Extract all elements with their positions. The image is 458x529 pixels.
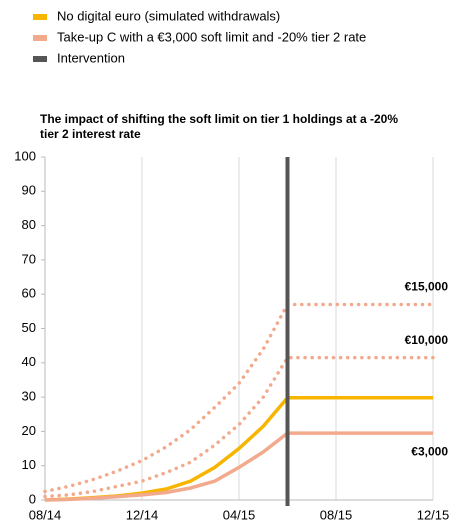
y-tick-label: 0	[29, 491, 36, 506]
y-tick-label: 60	[22, 286, 36, 301]
x-tick-label: 08/14	[29, 507, 62, 522]
series-line	[43, 355, 435, 499]
y-tick-label: 90	[22, 183, 36, 198]
y-tick-label: 40	[22, 354, 36, 369]
series-label: €10,000	[405, 333, 449, 347]
x-tick-label: 08/15	[320, 507, 353, 522]
legend-label: Take-up C with a €3,000 soft limit and -…	[57, 29, 366, 44]
x-tick-label: 12/14	[126, 507, 159, 522]
y-tick-label: 70	[22, 251, 36, 266]
series-label: €3,000	[411, 444, 448, 458]
y-tick-label: 100	[14, 148, 36, 163]
y-tick-label: 10	[22, 457, 36, 472]
legend-label: No digital euro (simulated withdrawals)	[57, 8, 280, 23]
legend-swatch	[33, 14, 47, 20]
chart-title: The impact of shifting the soft limit on…	[40, 112, 399, 141]
series-label: €15,000	[405, 280, 449, 294]
series-line	[43, 302, 435, 494]
y-tick-label: 20	[22, 423, 36, 438]
legend-label: Intervention	[57, 50, 125, 65]
y-tick-label: 50	[22, 320, 36, 335]
legend-swatch	[33, 56, 47, 62]
y-tick-label: 30	[22, 389, 36, 404]
x-tick-label: 12/15	[417, 507, 450, 522]
legend-swatch	[33, 35, 47, 41]
y-tick-label: 80	[22, 217, 36, 232]
x-tick-label: 04/15	[223, 507, 256, 522]
series-line	[44, 431, 433, 502]
